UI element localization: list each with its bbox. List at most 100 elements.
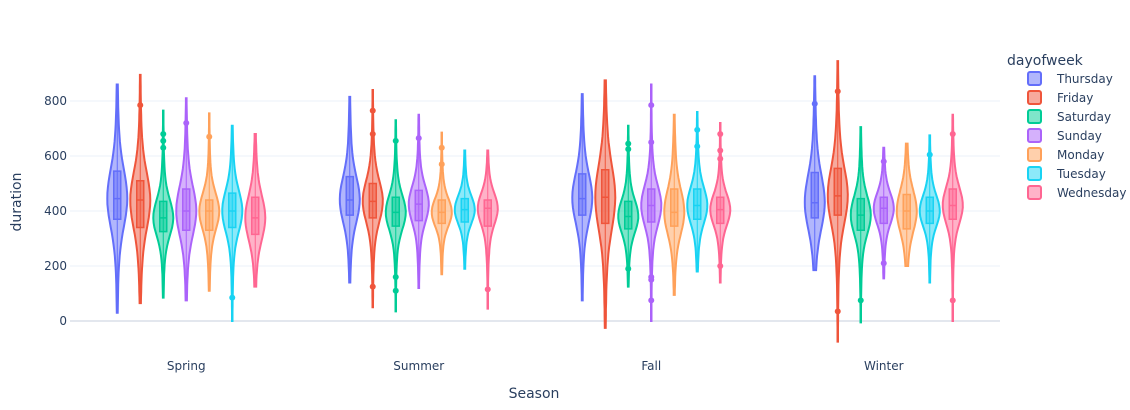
violin-box <box>879 196 888 225</box>
outlier-point <box>392 137 399 144</box>
violin-sunday-fall <box>640 83 663 322</box>
x-tick-label: Winter <box>864 359 904 373</box>
legend-swatch <box>1027 166 1042 181</box>
plot-area <box>106 60 964 343</box>
violin-monday-spring <box>198 112 221 292</box>
outlier-point <box>717 147 724 154</box>
legend-item-friday[interactable]: Friday <box>1027 90 1093 105</box>
legend-item-wednesday[interactable]: Wednesday <box>1027 185 1126 200</box>
legend-item-thursday[interactable]: Thursday <box>1027 71 1113 86</box>
x-tick-label: Summer <box>393 359 444 373</box>
violin-monday-winter <box>895 142 918 267</box>
outlier-point <box>811 100 818 107</box>
legend-swatch <box>1027 90 1042 105</box>
violin-friday-fall <box>594 79 617 329</box>
outlier-point <box>160 144 167 151</box>
outlier-point <box>369 107 376 114</box>
violin-friday-summer <box>361 89 384 309</box>
legend: dayofweek Thursday Friday Saturday Sunday Mo… <box>1007 53 1126 200</box>
outlier-point <box>834 308 841 315</box>
outlier-point <box>880 158 887 165</box>
legend-swatch <box>1027 185 1042 200</box>
outlier-point <box>648 102 655 109</box>
outlier-point <box>484 286 491 293</box>
y-tick-label: 400 <box>44 204 67 218</box>
violin-box <box>693 188 702 220</box>
legend-swatch <box>1027 109 1042 124</box>
outlier-point <box>438 161 445 168</box>
y-axis-title: duration <box>9 173 25 232</box>
violin-thursday-spring <box>106 83 129 314</box>
violin-box <box>159 200 168 233</box>
outlier-point <box>183 120 190 126</box>
violin-box <box>948 188 957 220</box>
outlier-point <box>137 102 144 109</box>
outlier-point <box>949 297 956 304</box>
y-tick-label: 0 <box>59 314 67 328</box>
outlier-point <box>625 146 632 153</box>
outlier-point <box>415 135 422 142</box>
violin-box <box>624 200 633 230</box>
legend-title: dayofweek <box>1007 53 1084 69</box>
violin-tuesday-spring <box>221 124 244 322</box>
violin-box <box>810 171 819 219</box>
violin-box <box>205 199 214 231</box>
outlier-point <box>625 265 632 272</box>
violin-saturday-fall <box>617 124 640 288</box>
legend-label: Wednesday <box>1057 186 1126 200</box>
violin-box <box>251 196 260 236</box>
violin-box <box>113 170 122 220</box>
violin-wednesday-spring <box>244 133 267 288</box>
x-axis-ticks: Spring Summer Fall Winter <box>167 359 904 373</box>
violin-friday-winter <box>826 60 849 343</box>
outlier-point <box>834 88 841 95</box>
outlier-point <box>857 297 864 304</box>
legend-label: Thursday <box>1056 72 1113 86</box>
outlier-point <box>160 137 167 144</box>
violin-wednesday-winter <box>941 113 964 322</box>
outlier-point <box>717 263 724 269</box>
violin-tuesday-winter <box>918 134 941 284</box>
outlier-point <box>160 131 167 137</box>
legend-swatch <box>1027 147 1042 162</box>
legend-label: Monday <box>1057 148 1104 162</box>
x-axis-title: Season <box>509 386 560 402</box>
violin-tuesday-fall <box>686 111 709 273</box>
violin-box <box>670 188 679 227</box>
violin-monday-summer <box>430 131 453 276</box>
outlier-point <box>694 143 701 150</box>
legend-item-sunday[interactable]: Sunday <box>1027 128 1102 143</box>
outlier-point <box>369 131 376 137</box>
legend-swatch <box>1027 71 1042 86</box>
x-tick-label: Fall <box>641 359 661 373</box>
outlier-point <box>717 155 724 162</box>
outlier-point <box>438 144 445 151</box>
violin-sunday-spring <box>175 97 198 302</box>
outlier-point <box>926 151 933 158</box>
legend-swatch <box>1027 128 1042 143</box>
outlier-point <box>369 283 376 290</box>
violin-box <box>414 189 423 222</box>
violin-saturday-summer <box>384 119 407 313</box>
outlier-point <box>880 260 887 267</box>
outlier-point <box>949 131 956 137</box>
outlier-point <box>206 133 213 140</box>
violin-box <box>345 175 354 216</box>
violin-sunday-summer <box>407 113 430 289</box>
y-tick-label: 800 <box>44 94 67 108</box>
legend-item-tuesday[interactable]: Tuesday <box>1027 166 1106 181</box>
y-axis-ticks: 0 200 400 600 800 <box>44 94 67 328</box>
outlier-point <box>648 276 655 283</box>
outlier-point <box>625 140 632 147</box>
legend-label: Tuesday <box>1056 167 1106 181</box>
violin-wednesday-fall <box>709 122 732 284</box>
legend-item-monday[interactable]: Monday <box>1027 147 1104 162</box>
outlier-point <box>648 139 655 146</box>
violin-sunday-winter <box>872 146 895 280</box>
violin-box <box>136 180 145 229</box>
violin-box <box>182 188 191 231</box>
violin-wednesday-summer <box>476 149 499 310</box>
outlier-point <box>694 126 701 133</box>
legend-item-saturday[interactable]: Saturday <box>1027 109 1111 124</box>
